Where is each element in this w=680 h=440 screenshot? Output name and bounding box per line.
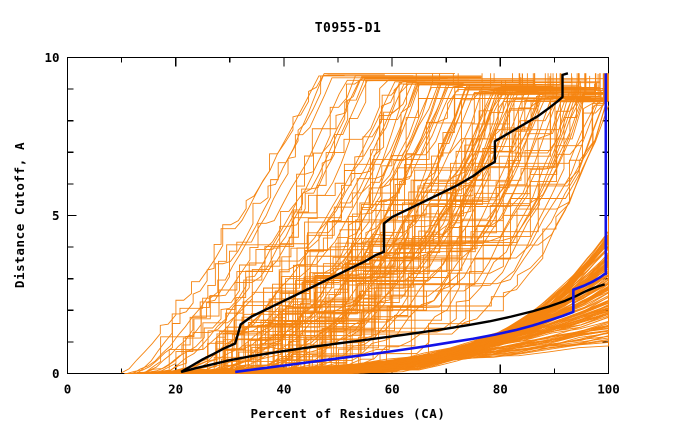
prediction-curve xyxy=(170,73,483,374)
prediction-curve xyxy=(217,73,552,374)
x-tick-label: 40 xyxy=(276,382,291,397)
x-axis-tick-labels: 0 20 40 60 80 100 xyxy=(64,382,620,397)
page-title: T0955-D1 xyxy=(315,21,382,36)
prediction-curve xyxy=(141,77,482,374)
prediction-curve xyxy=(253,93,604,374)
x-tick-label: 0 xyxy=(64,382,72,397)
y-axis-tick-labels: 0 5 10 xyxy=(44,50,59,381)
prediction-curve xyxy=(308,220,609,374)
prediction-curve xyxy=(269,87,609,374)
prediction-curve xyxy=(161,73,513,374)
prediction-curve xyxy=(121,73,455,374)
y-tick-label: 5 xyxy=(52,208,60,223)
prediction-curve xyxy=(163,73,434,372)
y-tick-label: 10 xyxy=(44,50,59,65)
highlight-curve-blue-lower xyxy=(235,73,608,374)
y-tick-label: 0 xyxy=(52,366,60,381)
prediction-curve xyxy=(238,80,607,370)
prediction-curve xyxy=(249,85,599,373)
prediction-curve xyxy=(260,77,609,374)
prediction-curve xyxy=(295,230,609,373)
highlight-curve-black-lower xyxy=(180,283,606,374)
prediction-curve xyxy=(143,78,604,374)
x-tick-label: 80 xyxy=(493,382,508,397)
y-axis-label: Distance Cutoff, A xyxy=(12,142,27,288)
prediction-curve xyxy=(187,73,521,371)
prediction-curve xyxy=(239,73,578,374)
prediction-curve xyxy=(142,76,483,374)
x-tick-label: 20 xyxy=(168,382,183,397)
highlight-curves xyxy=(180,72,608,374)
prediction-curve xyxy=(269,98,609,374)
prediction-curve xyxy=(240,88,605,371)
prediction-curve xyxy=(148,77,448,373)
prediction-curve xyxy=(215,73,601,374)
prediction-curve xyxy=(174,73,549,374)
x-tick-label: 100 xyxy=(597,382,620,397)
prediction-curve xyxy=(178,73,573,374)
highlight-curve-black-upper xyxy=(180,72,569,373)
x-axis-label: Percent of Residues (CA) xyxy=(250,406,445,421)
x-tick-label: 60 xyxy=(385,382,400,397)
prediction-curve xyxy=(161,73,536,374)
prediction-curve xyxy=(159,79,486,374)
prediction-curve xyxy=(227,73,608,374)
prediction-curve xyxy=(268,73,607,374)
prediction-curve xyxy=(262,78,601,374)
